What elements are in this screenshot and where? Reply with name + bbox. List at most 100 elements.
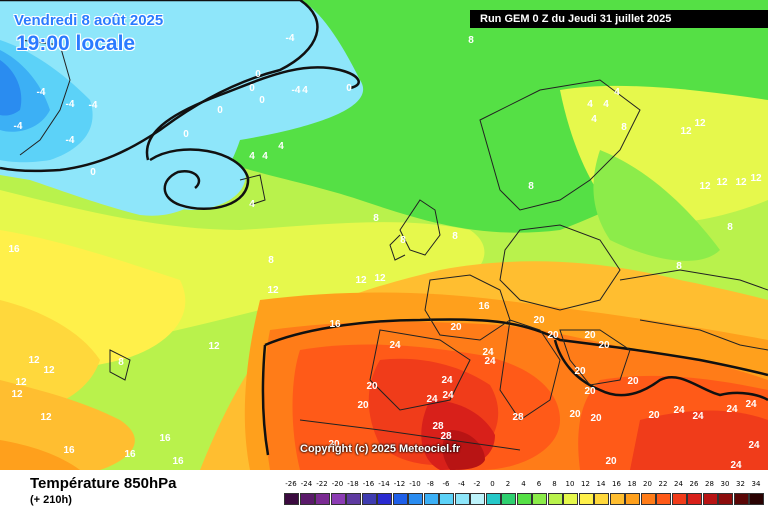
temperature-label: 20: [574, 366, 586, 377]
temperature-label: 4: [262, 151, 268, 162]
legend-swatch: [377, 493, 392, 505]
temperature-label: 0: [255, 69, 261, 80]
temperature-label: 8: [400, 235, 406, 246]
temperature-label: 4: [614, 87, 620, 98]
temperature-label: -4: [37, 87, 46, 98]
temperature-label: -4: [292, 85, 301, 96]
temperature-label: -4: [66, 135, 75, 146]
legend-value: 14: [596, 480, 606, 488]
temperature-label: 24: [745, 399, 757, 410]
legend-swatch: [625, 493, 640, 505]
legend-swatch: [284, 493, 299, 505]
legend-value: 30: [720, 480, 730, 488]
legend-value: 6: [536, 480, 542, 488]
legend-value: 32: [736, 480, 745, 488]
legend-value: -26: [285, 480, 297, 488]
temperature-label: 28: [440, 431, 452, 442]
temperature-label: 20: [569, 409, 581, 420]
legend-swatch: [718, 493, 733, 505]
legend-value: -14: [378, 480, 390, 488]
temperature-label: 20: [547, 330, 559, 341]
legend-value: 10: [565, 480, 575, 488]
temperature-label: 0: [90, 167, 96, 178]
temperature-label: 12: [716, 177, 728, 188]
legend-value: -18: [347, 480, 359, 488]
lead-time: (+ 210h): [30, 494, 72, 506]
temperature-map: -4 -4 -4 -4 -4 -4 -4 0 0 0 0 0 0 0 4 4 4 4 4 4 4 4 4 8 8 8 8 8 8 8 8 8 8…: [0, 0, 768, 470]
legend-value: -20: [331, 480, 344, 488]
temperature-label: 24: [692, 411, 704, 422]
legend-swatch: [315, 493, 330, 505]
legend-value: -4: [458, 480, 465, 488]
legend-value: -16: [362, 480, 375, 488]
legend-value: 22: [658, 480, 668, 488]
legend-swatch: [563, 493, 578, 505]
temperature-label: 20: [598, 340, 610, 351]
temperature-label: 20: [533, 315, 545, 326]
temperature-label: 8: [452, 231, 458, 242]
temperature-label: 8: [373, 213, 379, 224]
temperature-label: 16: [63, 445, 75, 456]
legend-swatch: [454, 493, 470, 505]
legend-value: -22: [316, 480, 328, 488]
legend-swatch: [516, 493, 532, 505]
temperature-label: 24: [726, 404, 738, 415]
temperature-label: 20: [648, 410, 660, 421]
temperature-label: 12: [15, 377, 27, 388]
temperature-label: -4: [89, 100, 98, 111]
legend-value: -10: [409, 480, 421, 488]
legend-swatch: [408, 493, 423, 505]
temperature-label: 16: [478, 301, 490, 312]
temperature-label: 0: [217, 105, 223, 116]
temperature-label: 20: [357, 400, 369, 411]
temperature-label: 4: [249, 151, 255, 162]
temperature-label: 16: [172, 456, 184, 467]
temperature-label: 20: [590, 413, 602, 424]
legend-swatch: [330, 493, 346, 505]
temperature-label: 4: [603, 99, 609, 110]
legend-value: 0: [490, 480, 495, 488]
legend-swatch: [749, 493, 764, 505]
temperature-label: 0: [259, 95, 265, 106]
legend-swatch: [346, 493, 361, 505]
legend-swatch: [594, 493, 609, 505]
temperature-label: 12: [355, 275, 367, 286]
legend-swatch: [547, 493, 563, 505]
temperature-label: 8: [528, 181, 534, 192]
temperature-label: 4: [249, 199, 255, 210]
temperature-label: 20: [605, 456, 617, 467]
temperature-label: 24: [484, 356, 496, 367]
temperature-label: 28: [432, 421, 444, 432]
legend-swatch: [392, 493, 408, 505]
legend-value: 18: [627, 480, 637, 488]
temperature-label: 12: [699, 181, 711, 192]
legend-swatch: [532, 493, 547, 505]
legend-value: 28: [705, 480, 714, 488]
temperature-label: 24: [673, 405, 685, 416]
parameter-title: Température 850hPa: [30, 475, 177, 492]
legend-value: -8: [427, 480, 434, 488]
temperature-label: 12: [11, 389, 23, 400]
temperature-label: 20: [328, 439, 340, 450]
temperature-label: 4: [278, 141, 284, 152]
run-info: Run GEM 0 Z du Jeudi 31 juillet 2025: [470, 10, 768, 28]
legend-value: -2: [473, 480, 481, 488]
temperature-label: 8: [621, 122, 627, 133]
temperature-label: 8: [676, 261, 682, 272]
temperature-label: 4: [302, 85, 308, 96]
temperature-label: 20: [366, 381, 378, 392]
legend-swatch: [299, 493, 315, 505]
temperature-label: 24: [482, 347, 494, 358]
temperature-label: 24: [730, 460, 742, 470]
temperature-label: 24: [442, 390, 454, 401]
legend-swatch: [501, 493, 516, 505]
legend-value: 20: [643, 480, 652, 488]
temperature-label: 20: [450, 322, 462, 333]
temperature-label: 0: [183, 129, 189, 140]
temperature-label: 16: [124, 449, 136, 460]
temperature-label: 8: [118, 357, 124, 368]
legend-value: 2: [505, 480, 511, 488]
temperature-label: 24: [389, 340, 401, 351]
